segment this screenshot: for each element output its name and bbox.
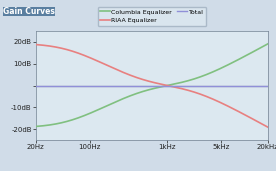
Total bbox=[224, 84, 227, 87]
Legend: Columbia Equalizer, RIAA Equalizer, Total: Columbia Equalizer, RIAA Equalizer, Tota… bbox=[98, 6, 206, 26]
Total bbox=[261, 84, 264, 87]
RIAA Equalizer bbox=[261, 123, 264, 125]
RIAA Equalizer bbox=[144, 79, 148, 81]
RIAA Equalizer bbox=[146, 80, 149, 82]
RIAA Equalizer bbox=[34, 44, 38, 46]
Line: RIAA Equalizer: RIAA Equalizer bbox=[36, 45, 268, 127]
Total bbox=[266, 84, 269, 87]
Columbia Equalizer bbox=[261, 46, 264, 48]
Text: Gain Curves: Gain Curves bbox=[3, 7, 55, 16]
Columbia Equalizer bbox=[160, 86, 163, 88]
Columbia Equalizer bbox=[266, 43, 269, 45]
Columbia Equalizer bbox=[172, 83, 176, 85]
RIAA Equalizer bbox=[224, 104, 227, 106]
Columbia Equalizer bbox=[224, 65, 227, 67]
RIAA Equalizer bbox=[172, 86, 176, 88]
Total bbox=[144, 84, 148, 87]
Total bbox=[146, 84, 149, 87]
Total bbox=[172, 84, 176, 87]
RIAA Equalizer bbox=[266, 126, 269, 128]
RIAA Equalizer bbox=[160, 83, 163, 85]
Columbia Equalizer bbox=[144, 90, 148, 92]
Columbia Equalizer bbox=[34, 125, 38, 127]
Total bbox=[34, 84, 38, 87]
Columbia Equalizer bbox=[146, 89, 149, 91]
Total bbox=[160, 84, 163, 87]
Line: Columbia Equalizer: Columbia Equalizer bbox=[36, 44, 268, 126]
